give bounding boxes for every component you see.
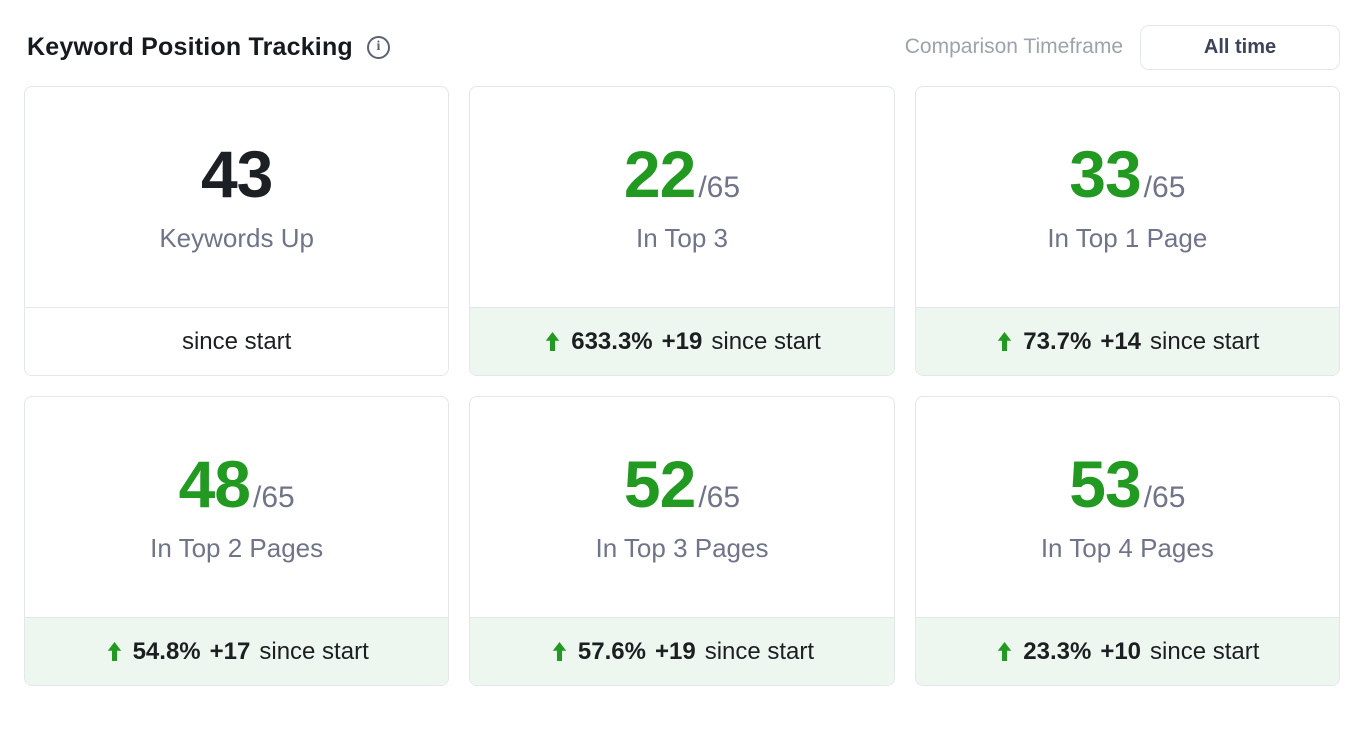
stat-value-row: 43 — [200, 136, 273, 211]
stat-value-row: 33 /65 — [1069, 141, 1185, 207]
stat-value: 53 — [1069, 446, 1141, 521]
stat-total: /65 — [1143, 170, 1186, 204]
stat-label: In Top 1 Page — [1047, 222, 1208, 253]
panel-header: Keyword Position Tracking i Comparison T… — [0, 0, 1360, 70]
card-footer: 54.8% +17 since start — [25, 617, 449, 685]
stat-value: 33 — [1069, 136, 1141, 211]
stat-label: Keywords Up — [159, 222, 314, 253]
card-main: 33 /65 In Top 1 Page — [916, 87, 1339, 307]
card-footer: 633.3% +19 since start — [470, 307, 894, 375]
stat-total: /65 — [698, 480, 741, 514]
footer-percent: 57.6% — [577, 637, 646, 665]
footer-delta: +17 — [209, 637, 251, 665]
stat-label: In Top 2 Pages — [150, 532, 324, 563]
info-icon[interactable]: i — [366, 35, 390, 59]
stat-label: In Top 3 — [635, 222, 729, 253]
stat-value: 22 — [623, 136, 696, 211]
footer-delta: +10 — [1100, 637, 1142, 665]
stat-label: In Top 3 Pages — [595, 532, 769, 563]
stat-value-row: 52 /65 — [624, 451, 740, 517]
arrow-up-icon — [543, 331, 562, 352]
footer-suffix: since start — [259, 637, 369, 665]
stat-value-row: 53 /65 — [1069, 451, 1185, 517]
card-main: 48 /65 In Top 2 Pages — [25, 397, 448, 617]
footer-percent: 73.7% — [1023, 327, 1092, 355]
card-footer: 57.6% +19 since start — [470, 617, 894, 685]
stat-card-in-top-2-pages: 48 /65 In Top 2 Pages 54.8% +17 since st… — [24, 396, 450, 686]
stat-value: 43 — [200, 136, 273, 211]
footer-delta: +19 — [654, 637, 696, 665]
stat-card-in-top-4-pages: 53 /65 In Top 4 Pages 23.3% +10 since st… — [914, 396, 1340, 686]
stat-card-keywords-up: 43 Keywords Up since start — [24, 86, 450, 376]
stat-total: /65 — [253, 480, 295, 514]
footer-suffix: since start — [711, 327, 821, 355]
footer-percent: 633.3% — [571, 327, 653, 355]
stat-cards-grid: 43 Keywords Up since start 22 /65 In Top… — [0, 86, 1360, 686]
stat-label: In Top 4 Pages — [1040, 532, 1214, 563]
page-title: Keyword Position Tracking — [27, 32, 353, 61]
card-footer: 23.3% +10 since start — [915, 617, 1339, 685]
arrow-up-icon — [995, 331, 1014, 352]
stat-card-in-top-3: 22 /65 In Top 3 633.3% +19 since start — [469, 86, 895, 376]
card-footer: 73.7% +14 since start — [915, 307, 1339, 375]
comparison-timeframe-label: Comparison Timeframe — [904, 35, 1123, 58]
footer-percent: 23.3% — [1023, 637, 1092, 665]
stat-card-in-top-3-pages: 52 /65 In Top 3 Pages 57.6% +19 since st… — [469, 396, 895, 686]
footer-suffix: since start — [1150, 327, 1260, 355]
timeframe-selector-button[interactable]: All time — [1140, 24, 1340, 70]
stat-value: 52 — [623, 446, 696, 521]
footer-suffix: since start — [704, 637, 815, 665]
stat-total: /65 — [1143, 480, 1186, 514]
stat-value: 48 — [178, 446, 251, 521]
footer-suffix: since start — [1150, 637, 1260, 665]
stat-total: /65 — [698, 170, 741, 204]
footer-delta: +14 — [1100, 327, 1142, 355]
stat-value-row: 22 /65 — [624, 141, 740, 207]
footer-percent: 54.8% — [132, 637, 201, 665]
card-main: 52 /65 In Top 3 Pages — [470, 397, 893, 617]
card-footer: since start — [25, 307, 449, 375]
card-main: 53 /65 In Top 4 Pages — [916, 397, 1339, 617]
footer-delta: +19 — [661, 327, 703, 355]
card-main: 43 Keywords Up — [25, 87, 448, 307]
card-main: 22 /65 In Top 3 — [470, 87, 893, 307]
stat-card-in-top-1-page: 33 /65 In Top 1 Page 73.7% +14 since sta… — [914, 86, 1340, 376]
stat-value-row: 48 /65 — [179, 451, 295, 517]
arrow-up-icon — [550, 641, 569, 662]
footer-suffix: since start — [181, 327, 292, 355]
arrow-up-icon — [105, 641, 124, 662]
arrow-up-icon — [995, 641, 1014, 662]
